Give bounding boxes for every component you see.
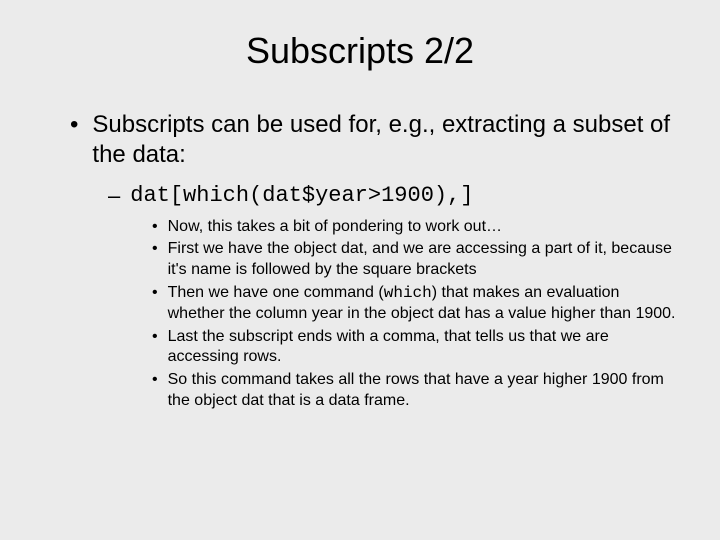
bullet-text: So this command takes all the rows that …: [168, 370, 680, 412]
list-item: • Subscripts can be used for, e.g., extr…: [70, 110, 680, 170]
bullet-text: Now, this takes a bit of pondering to wo…: [168, 217, 502, 238]
bullet-icon: •: [152, 217, 158, 238]
bullet-icon: •: [70, 110, 78, 170]
list-item: • Now, this takes a bit of pondering to …: [152, 217, 680, 238]
list-item: • Then we have one command (which) that …: [152, 283, 680, 325]
slide-title: Subscripts 2/2: [40, 30, 680, 72]
bullet-icon: •: [152, 370, 158, 412]
list-item: • So this command takes all the rows tha…: [152, 370, 680, 412]
dash-icon: –: [108, 182, 120, 211]
code-text: dat[which(dat$year>1900),]: [130, 182, 473, 211]
bullet-icon: •: [152, 239, 158, 281]
bullet-level2: – dat[which(dat$year>1900),]: [108, 182, 680, 211]
bullet-text: First we have the object dat, and we are…: [168, 239, 680, 281]
bullet-icon: •: [152, 283, 158, 325]
bullet-level3: • Now, this takes a bit of pondering to …: [152, 217, 680, 412]
bullet-icon: •: [152, 327, 158, 369]
bullet-text: Then we have one command (which) that ma…: [168, 283, 680, 325]
bullet-level1: • Subscripts can be used for, e.g., extr…: [70, 110, 680, 170]
bullet-text: Last the subscript ends with a comma, th…: [168, 327, 680, 369]
bullet-text: Subscripts can be used for, e.g., extrac…: [92, 110, 680, 170]
list-item: • Last the subscript ends with a comma, …: [152, 327, 680, 369]
list-item: • First we have the object dat, and we a…: [152, 239, 680, 281]
slide: Subscripts 2/2 • Subscripts can be used …: [0, 0, 720, 540]
list-item: – dat[which(dat$year>1900),]: [108, 182, 680, 211]
